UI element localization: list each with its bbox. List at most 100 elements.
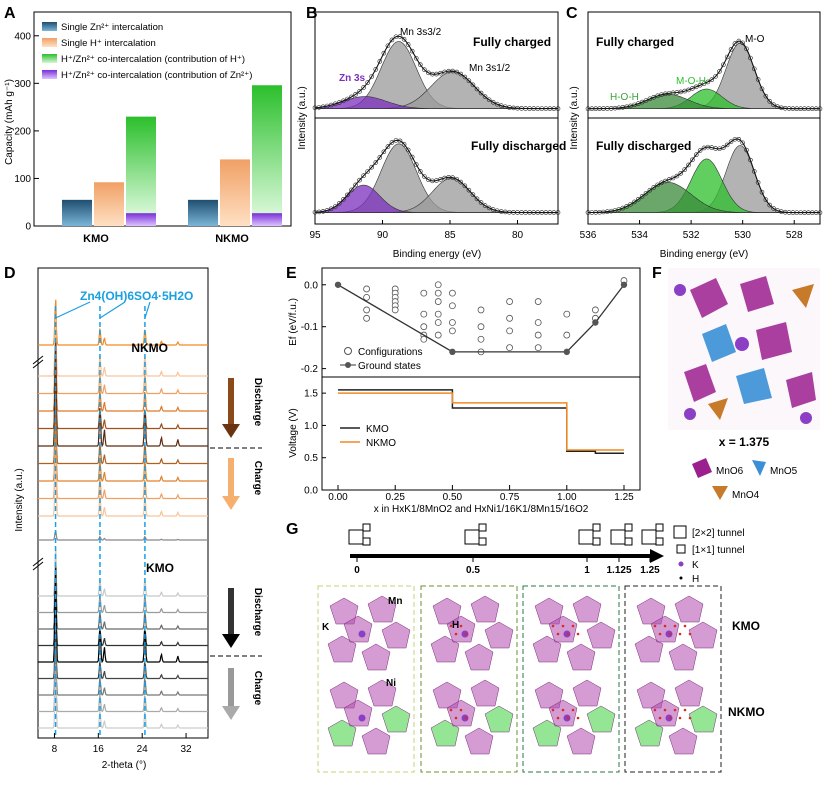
mno6-polyhedron (688, 621, 718, 649)
config-point (506, 344, 513, 352)
data-point (736, 38, 742, 44)
config-point (563, 310, 571, 318)
data-point (763, 197, 769, 203)
y-axis-label-c: Intensity (a.u.) (569, 86, 580, 149)
bar-KMO-s0 (62, 199, 92, 226)
mno6-polyhedron (586, 621, 616, 649)
xrd-nkmo-2 (38, 354, 208, 412)
mno6-polyhedron (636, 597, 666, 625)
mno6-polyhedron (688, 705, 718, 733)
h-atom (571, 708, 575, 712)
config-point (449, 327, 456, 335)
data-point (417, 62, 423, 67)
xrd-nkmo-1 (38, 336, 208, 395)
y-tick-label-a: 400 (14, 31, 31, 42)
h-atom (668, 716, 672, 720)
subplot-title-c-charged: Fully charged (596, 35, 674, 49)
x-tick-label-e: 0.25 (385, 492, 405, 503)
data-point (401, 141, 407, 147)
mno6-polyhedron (361, 643, 391, 671)
data-point (639, 99, 645, 105)
panel-g-structures: G 0 0.5 1 1.125 1.25 [2×2] tunnel [1×1] tunn… (286, 521, 765, 773)
tunnel-small (478, 523, 487, 532)
ground-state-point (449, 348, 456, 356)
data-point (369, 164, 375, 170)
bar-NKMO-coZn (252, 213, 282, 226)
data-point (728, 47, 734, 52)
config-point (534, 319, 542, 326)
legend-marker-configurations (344, 347, 352, 355)
data-point (771, 102, 776, 108)
config-point (534, 331, 542, 339)
legend-k: K (692, 560, 699, 571)
x-tick-label-d: 32 (181, 744, 193, 755)
data-point (732, 41, 738, 46)
data-point (490, 99, 496, 105)
config-point (434, 281, 442, 289)
mno6-polyhedron (367, 595, 397, 623)
data-point (759, 86, 765, 92)
data-point (635, 196, 641, 202)
panel-label-d: D (4, 265, 16, 282)
data-point (651, 94, 657, 100)
x-tick-label-e: 0.50 (443, 492, 463, 503)
tunnel-small (655, 537, 664, 546)
data-point (724, 54, 730, 60)
mno6-polyhedron (668, 727, 698, 755)
h-atom (561, 624, 565, 628)
config-point (363, 314, 371, 322)
h-atom (556, 716, 560, 720)
tunnel-small (592, 523, 601, 532)
tunnel-diagram-1.125 (610, 529, 626, 545)
data-point (377, 59, 383, 64)
data-point (697, 148, 703, 153)
label-discharge-kmo: Discharge (252, 588, 263, 637)
config-point (434, 331, 442, 339)
x-tick-label-e: 1.25 (614, 492, 634, 503)
box-x0 (317, 585, 415, 773)
data-point (659, 180, 664, 186)
data-point (755, 180, 761, 185)
axis-tick-label-g: 1.25 (640, 565, 660, 576)
h-atom (571, 624, 575, 628)
data-point (458, 179, 464, 185)
data-point (389, 37, 395, 43)
h-atom (658, 632, 662, 636)
y-axis-label-b: Intensity (a.u.) (297, 86, 308, 149)
legend-swatch-coH (42, 54, 57, 63)
data-point (498, 103, 504, 108)
x-tick-label-c: 536 (580, 230, 597, 241)
data-point (381, 149, 387, 155)
annot-hoh: H-O-H (610, 92, 639, 103)
data-point (345, 96, 350, 102)
mno6-polyhedron (367, 679, 397, 707)
label-charge-kmo: Charge (252, 671, 263, 706)
axis-tick-label-g: 0 (354, 565, 360, 576)
xrd-nkmo-reference (38, 299, 208, 346)
xrd-kmo-2 (38, 581, 208, 630)
x-tick-label-d: 8 (52, 744, 58, 755)
x-axis-ticks-b: 95 90 85 80 (309, 220, 523, 241)
data-point (438, 70, 443, 76)
tunnel-1x1-icon (676, 544, 686, 554)
bar-NKMO-coH (252, 85, 282, 214)
data-point (458, 71, 464, 77)
data-point (345, 192, 350, 198)
y-axis-label-e-top: Ef (eV/f.u.) (288, 298, 299, 346)
y-axis-label-d: Intensity (a.u.) (14, 468, 25, 531)
axis-break (32, 359, 44, 369)
data-point (748, 55, 753, 61)
subplot-title-b-discharged: Fully discharged (471, 139, 566, 153)
subplot-title-c-discharged: Fully discharged (596, 139, 691, 153)
legend-swatch-h (42, 38, 57, 47)
mno6-polyhedron (586, 705, 616, 733)
h-atom (449, 624, 453, 628)
mno6-polyhedron (636, 681, 666, 709)
annot-moh: M-O-H (676, 76, 706, 87)
mno6-polyhedron (566, 643, 596, 671)
axis-break (32, 557, 44, 567)
mno6-polyhedron (532, 635, 562, 663)
legend-e-top: Configurations Ground states (340, 347, 422, 372)
data-point (763, 93, 769, 99)
